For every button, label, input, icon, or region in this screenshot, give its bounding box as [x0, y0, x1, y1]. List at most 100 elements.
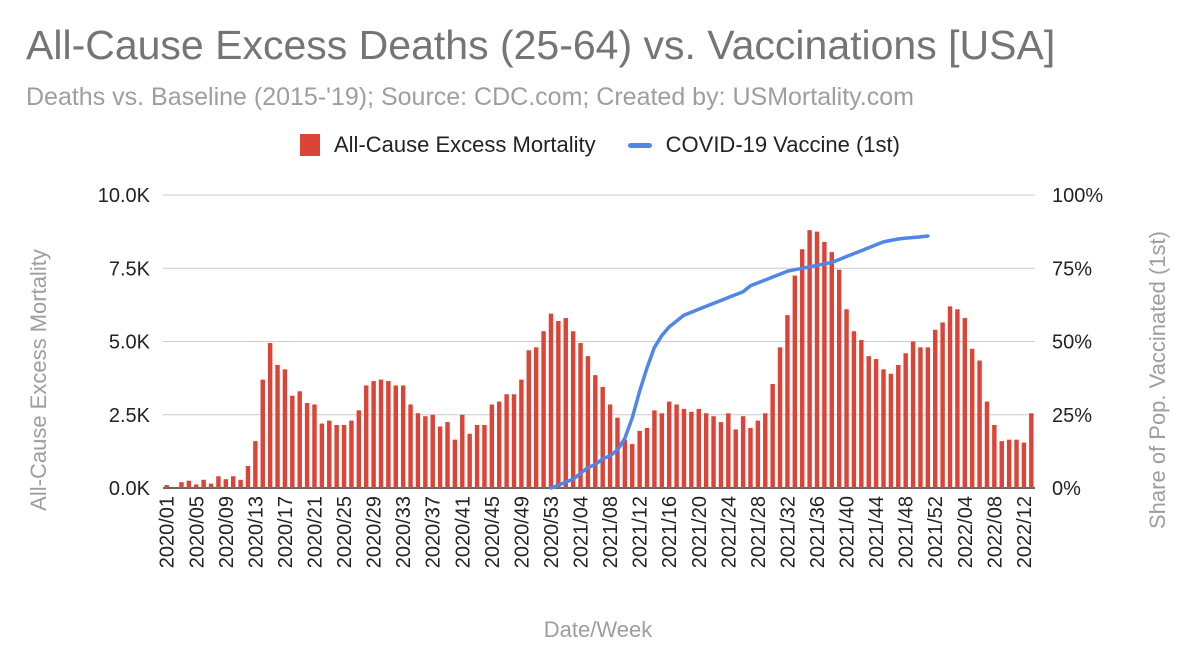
bar: [925, 347, 931, 488]
x-tick: 2020/45: [482, 496, 504, 568]
y-tick-left: 0.0K: [109, 478, 151, 500]
bar: [378, 379, 384, 488]
bar: [666, 401, 672, 488]
bar: [548, 313, 554, 488]
bar: [282, 369, 288, 488]
x-tick: 2020/29: [364, 496, 386, 568]
bar: [829, 252, 834, 488]
bar: [260, 379, 265, 488]
bar: [467, 433, 472, 488]
bar: [437, 426, 443, 488]
bar: [179, 482, 184, 488]
bar: [615, 417, 620, 488]
bar: [859, 340, 864, 488]
bar: [415, 413, 421, 488]
x-tick: 2021/52: [925, 496, 947, 568]
x-tick: 2022/08: [984, 496, 1006, 568]
bar: [216, 476, 221, 488]
bar: [652, 410, 657, 488]
bar: [460, 414, 465, 488]
x-tick: 2022/04: [955, 496, 977, 568]
bar: [570, 331, 576, 488]
y-axis-title-right: Share of Pop. Vaccinated (1st): [1145, 231, 1170, 529]
bar: [962, 318, 968, 488]
x-tick: 2021/04: [571, 496, 593, 568]
legend-item-vaccine[interactable]: COVID-19 Vaccine (1st): [627, 132, 900, 158]
bar: [992, 425, 997, 488]
bar: [866, 356, 871, 488]
bar: [194, 484, 199, 488]
bar: [563, 318, 568, 488]
bar: [238, 479, 243, 488]
y-tick-right: 25%: [1052, 405, 1092, 427]
x-tick: 2021/24: [718, 496, 740, 568]
bar: [733, 429, 738, 488]
bar: [969, 348, 975, 488]
y-tick-left: 10.0K: [98, 185, 151, 207]
x-tick: 2022/12: [1014, 496, 1036, 568]
y-tick-left: 7.5K: [109, 258, 151, 280]
x-tick: 2020/33: [393, 496, 415, 568]
bar: [763, 413, 768, 488]
bar: [341, 425, 347, 488]
x-tick: 2021/32: [777, 496, 799, 568]
x-tick: 2021/48: [896, 496, 918, 568]
bar: [851, 331, 857, 488]
bar: [393, 385, 398, 488]
bar: [696, 408, 701, 488]
bar: [711, 416, 716, 488]
bar: [186, 480, 192, 488]
bar: [593, 375, 598, 488]
bar: [844, 309, 849, 488]
chart-subtitle: Deaths vs. Baseline (2015-'19); Source: …: [26, 83, 914, 111]
bar: [630, 444, 635, 488]
y-tick-right: 0%: [1052, 478, 1081, 500]
bar: [873, 359, 879, 488]
bar: [718, 422, 724, 488]
bar: [223, 479, 229, 488]
x-tick: 2020/13: [245, 496, 267, 568]
bar: [253, 441, 258, 488]
bar: [940, 322, 945, 488]
bar: [600, 386, 605, 488]
bar: [770, 383, 775, 488]
y-tick-left: 5.0K: [109, 332, 151, 354]
bar: [408, 404, 413, 488]
bar: [474, 425, 480, 488]
bar: [364, 385, 369, 488]
bar: [497, 401, 502, 488]
y-tick-left: 2.5K: [109, 405, 151, 427]
y-tick-right: 75%: [1052, 258, 1092, 280]
bar: [327, 420, 332, 488]
legend-item-excess-mortality[interactable]: All-Cause Excess Mortality: [300, 132, 596, 158]
bar: [881, 369, 886, 488]
bar: [267, 342, 273, 488]
y-axis-title-left: All-Cause Excess Mortality: [26, 249, 51, 511]
x-tick: 2020/49: [511, 496, 533, 568]
bar: [290, 395, 295, 488]
bar: [814, 231, 820, 488]
x-tick: 2020/21: [304, 496, 326, 568]
bar: [607, 404, 613, 488]
bar: [371, 381, 376, 488]
x-axis-title: Date/Week: [544, 617, 653, 642]
bar: [230, 476, 236, 488]
bar: [511, 394, 517, 488]
bar: [556, 320, 561, 488]
bar: [519, 379, 524, 488]
bar: [423, 416, 428, 488]
bar: [681, 408, 687, 488]
legend-swatch-bar: [300, 134, 320, 156]
bar: [386, 381, 391, 488]
bar: [208, 483, 214, 488]
legend-label-vaccine: COVID-19 Vaccine (1st): [665, 132, 900, 157]
bar: [659, 413, 665, 488]
bar: [275, 364, 280, 488]
bar: [955, 309, 960, 488]
bar: [1021, 442, 1027, 488]
y-tick-right: 100%: [1052, 185, 1103, 207]
x-tick: 2020/17: [275, 496, 297, 568]
x-tick: 2020/05: [186, 496, 208, 568]
x-tick: 2021/36: [807, 496, 829, 568]
x-tick: 2020/37: [423, 496, 445, 568]
